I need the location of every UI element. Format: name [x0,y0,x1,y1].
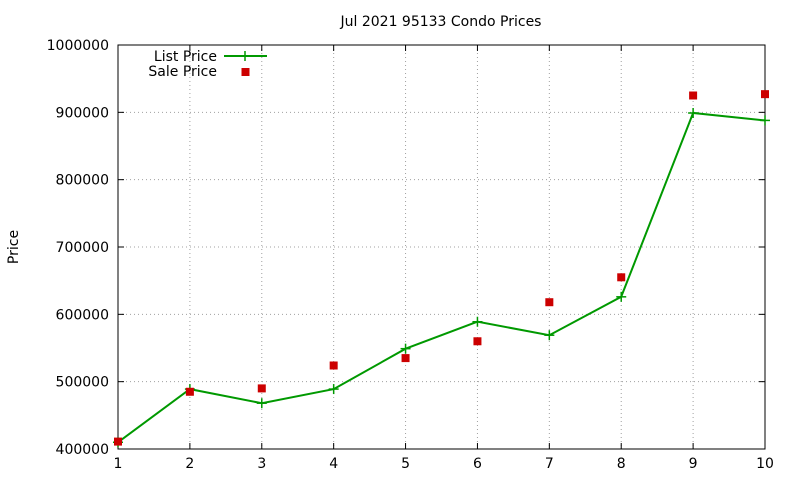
legend-label-list-price: List Price [154,49,217,65]
sale-price-point [257,384,266,393]
list-price-line [117,111,766,444]
grid [118,45,765,449]
sale-price-point [401,354,410,363]
y-tick-label: 800000 [56,173,109,189]
sale-price-point [329,361,338,370]
y-tick-label: 400000 [56,442,109,458]
sale-price-point [114,437,122,446]
sale-price-point [185,387,194,396]
y-tick-label: 700000 [56,240,109,256]
y-tick-label: 900000 [56,105,109,121]
y-tick-label: 1000000 [47,38,109,54]
legend-marker-sale-price [241,68,250,76]
legend-label-sale-price: Sale Price [148,64,217,80]
list-price-point [544,330,555,341]
sale-price-point [761,90,769,99]
y-tick-label: 600000 [56,307,109,323]
list-price-point [688,108,699,119]
y-tick-labels: 400000 500000 600000 700000 800000 900000 1000… [47,38,109,458]
list-price-point [616,291,627,302]
axis-ticks [117,44,766,450]
sale-price-point [689,91,698,100]
legend: List Price Sale Price [148,49,267,80]
x-tick-label: 10 [756,456,774,472]
list-price-point [400,343,411,354]
chart-title: Jul 2021 95133 Condo Prices [340,14,542,30]
x-tick-label: 2 [185,456,194,472]
x-tick-label: 9 [689,456,698,472]
list-price-point [760,115,770,126]
x-tick-label: 3 [257,456,266,472]
x-tick-label: 6 [473,456,482,472]
x-tick-label: 7 [545,456,554,472]
series-layer [113,90,770,448]
list-price-point [328,384,339,395]
legend-marker-list-price [240,51,250,61]
sale-price-point [545,298,554,307]
y-axis-label: Price [6,230,22,264]
x-tick-label: 5 [401,456,410,472]
list-price-point [472,316,483,327]
sale-price-point [473,337,482,346]
x-tick-label: 1 [114,456,123,472]
y-tick-label: 500000 [56,375,109,391]
x-tick-label: 8 [617,456,626,472]
plot-frame [117,44,766,450]
x-tick-labels: 1 2 3 4 5 6 7 8 9 10 [114,456,774,472]
sale-price-point [617,273,626,282]
list-price-point [256,398,267,409]
x-tick-label: 4 [329,456,338,472]
